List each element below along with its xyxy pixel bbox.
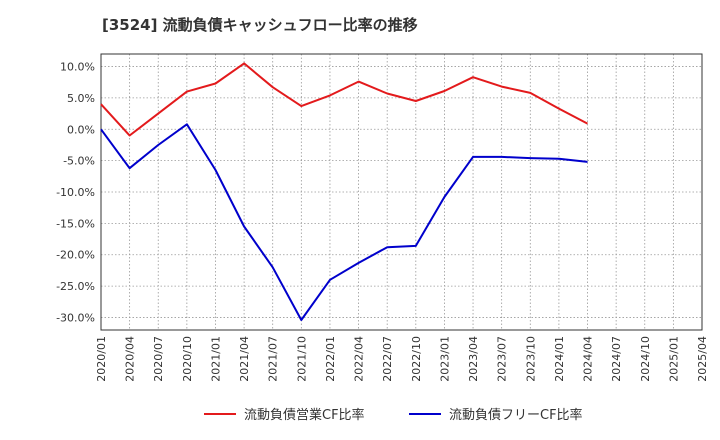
x-tick-label: 2022/07: [381, 336, 394, 382]
series-line-1: [100, 62, 588, 137]
series-line-2: [100, 123, 588, 321]
x-tick-label: 2022/01: [324, 336, 337, 382]
legend-label-1: 流動負債営業CF比率: [244, 407, 365, 423]
y-tick-label: -5.0%: [63, 155, 95, 168]
y-tick-label: 0.0%: [67, 123, 95, 136]
x-tick-label: 2023/10: [524, 336, 537, 382]
x-tick-label: 2025/04: [696, 336, 709, 382]
y-tick-label: -15.0%: [56, 217, 95, 230]
x-tick-label: 2021/10: [295, 336, 308, 382]
y-tick-label: -30.0%: [56, 311, 95, 324]
x-tick-label: 2020/10: [181, 336, 194, 382]
x-tick-label: 2021/04: [238, 336, 251, 382]
y-tick-label: -10.0%: [56, 186, 95, 199]
y-tick-label: 5.0%: [67, 92, 95, 105]
chart-title: [3524] 流動負債キャッシュフロー比率の推移: [102, 16, 418, 34]
x-tick-label: 2021/07: [267, 336, 280, 382]
x-tick-label: 2024/07: [610, 336, 623, 382]
x-tick-label: 2024/04: [582, 336, 595, 382]
x-tick-label: 2023/01: [438, 336, 451, 382]
plot-area: [101, 54, 702, 330]
y-tick-label: -25.0%: [56, 280, 95, 293]
x-tick-label: 2024/01: [553, 336, 566, 382]
x-tick-label: 2020/01: [95, 336, 108, 382]
x-tick-label: 2021/01: [209, 336, 222, 382]
x-tick-label: 2025/01: [667, 336, 680, 382]
y-tick-label: 10.0%: [60, 61, 95, 74]
x-tick-label: 2022/10: [410, 336, 423, 382]
y-tick-label: -20.0%: [56, 249, 95, 262]
x-tick-label: 2024/10: [639, 336, 652, 382]
x-tick-label: 2022/04: [353, 336, 366, 382]
x-tick-label: 2020/04: [124, 336, 137, 382]
x-tick-label: 2023/07: [496, 336, 509, 382]
x-tick-label: 2023/04: [467, 336, 480, 382]
legend-label-2: 流動負債フリーCF比率: [449, 407, 583, 423]
x-tick-label: 2020/07: [152, 336, 165, 382]
plot-frame: [100, 53, 703, 331]
